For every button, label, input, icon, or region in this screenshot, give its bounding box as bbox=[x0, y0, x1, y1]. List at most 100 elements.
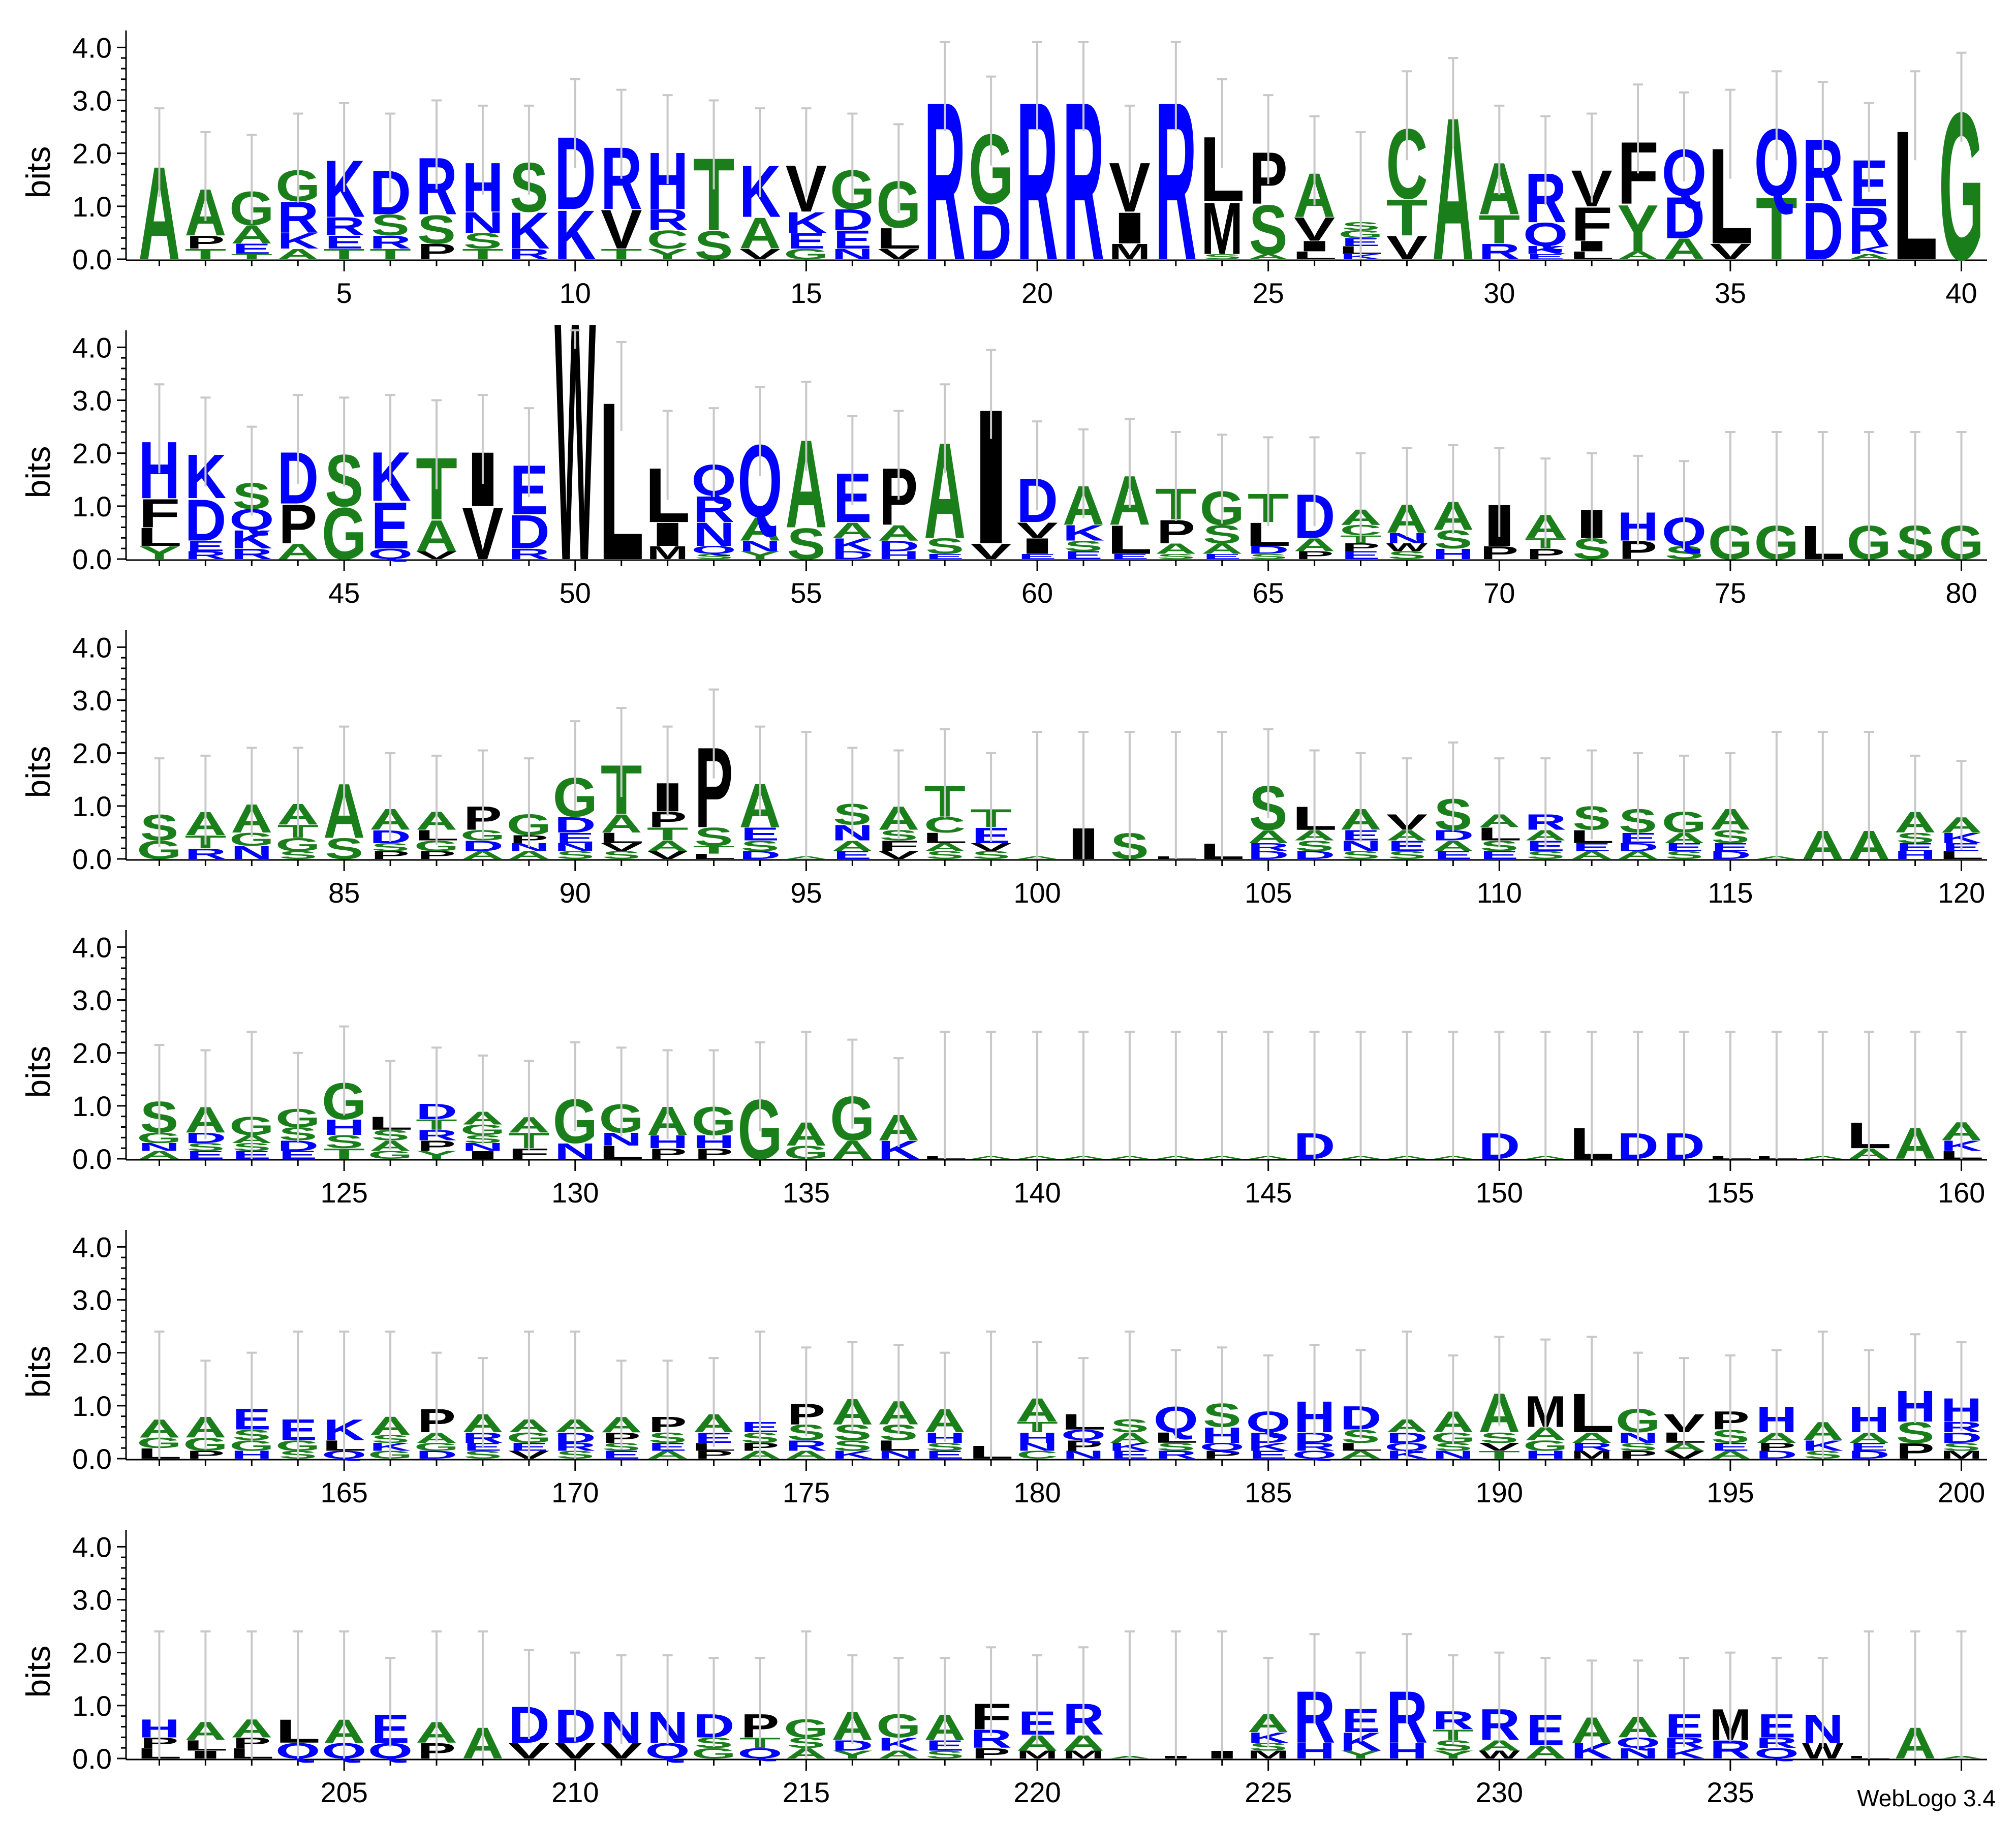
logo-stack-81: GS bbox=[137, 757, 182, 865]
y-tick-label: 0.0 bbox=[72, 543, 112, 575]
logo-stack-139: A bbox=[970, 1031, 1012, 1160]
logo-letter: A bbox=[785, 1449, 827, 1461]
logo-letter: S bbox=[1342, 849, 1380, 861]
logo-stack-29: A bbox=[1432, 57, 1474, 303]
logo-stack-132: PHA bbox=[647, 1049, 689, 1162]
x-tick-label: 170 bbox=[551, 1476, 599, 1508]
logo-letter: E bbox=[186, 1149, 225, 1161]
logo-stack-217: AKG bbox=[876, 1657, 921, 1761]
logo-letter: D bbox=[831, 204, 873, 237]
logo-letter: E bbox=[1064, 549, 1103, 562]
x-tick-label: 130 bbox=[551, 1177, 599, 1209]
x-tick-label: 10 bbox=[560, 277, 591, 309]
logo-letter: K bbox=[231, 525, 272, 554]
logo-letter: S bbox=[1249, 190, 1288, 269]
logo-stack-145: A bbox=[1248, 1031, 1289, 1160]
logo-letter: Q bbox=[368, 546, 413, 563]
logo-stack-25: ASP bbox=[1248, 94, 1289, 269]
y-tick-label: 1.0 bbox=[72, 1390, 112, 1422]
logo-letter: L bbox=[1569, 249, 1614, 261]
y-tick-label: 2.0 bbox=[72, 438, 112, 470]
logo-letter: L bbox=[876, 222, 921, 255]
y-tick-label: 3.0 bbox=[72, 1284, 112, 1316]
logo-letter: N bbox=[554, 1139, 596, 1164]
logo-letter: S bbox=[833, 1437, 872, 1454]
logo-letter: V bbox=[601, 198, 642, 260]
logo-letter: S bbox=[1295, 838, 1334, 854]
logo-letter: A bbox=[277, 539, 319, 564]
logo-letter: I bbox=[1294, 238, 1335, 255]
logo-letter: R bbox=[785, 1437, 827, 1454]
logo-stack-141: A bbox=[1063, 1031, 1104, 1160]
logo-letter: H bbox=[323, 1115, 365, 1140]
logo-letter: S bbox=[1203, 253, 1242, 261]
y-axis-label: bits bbox=[19, 1646, 57, 1698]
logo-letter: P bbox=[972, 1745, 1010, 1762]
logo-letter: L bbox=[691, 852, 736, 860]
logo-letter: Y bbox=[647, 246, 688, 262]
logo-stack-20: R bbox=[1016, 41, 1058, 307]
logo-letter: N bbox=[1016, 1441, 1058, 1453]
logo-stack-155: L bbox=[1708, 1031, 1753, 1160]
logo-letter: P bbox=[1526, 546, 1565, 563]
logo-stack-223: I bbox=[1155, 1630, 1196, 1760]
logo-stack-9: RKS bbox=[508, 104, 550, 263]
logo-letter: P bbox=[1896, 1439, 1935, 1464]
logo-letter: R bbox=[508, 546, 550, 563]
logo-stack-228: HR bbox=[1386, 1633, 1428, 1764]
logo-letter: P bbox=[1757, 1441, 1796, 1453]
logo-letter: L bbox=[1292, 249, 1337, 261]
logo-letter: G bbox=[1523, 1437, 1568, 1454]
logo-letter: E bbox=[186, 538, 225, 554]
logo-letter: V bbox=[970, 539, 1011, 564]
logo-letter: D bbox=[1248, 849, 1289, 861]
logo-letter: A bbox=[831, 518, 873, 543]
logo-letter: A bbox=[878, 521, 919, 546]
logo-letter: K bbox=[785, 206, 827, 239]
logo-letter: M bbox=[1571, 1448, 1612, 1461]
y-tick-label: 4.0 bbox=[72, 631, 112, 663]
logo-letter: M bbox=[1248, 1748, 1289, 1761]
logo-letter: S bbox=[925, 534, 964, 559]
logo-letter: H bbox=[1386, 1739, 1428, 1764]
logo-stack-231: AE bbox=[1525, 1657, 1566, 1763]
logo-letter: D bbox=[1294, 849, 1336, 861]
x-tick-label: 5 bbox=[336, 277, 352, 309]
logo-letter: L bbox=[599, 1142, 644, 1163]
x-tick-label: 70 bbox=[1483, 577, 1515, 609]
logo-letter: H bbox=[1895, 849, 1936, 861]
logo-letter: E bbox=[1434, 849, 1472, 861]
logo-letter: R bbox=[508, 246, 550, 263]
x-tick-label: 50 bbox=[560, 577, 591, 609]
logo-stack-131: LNG bbox=[599, 1046, 644, 1163]
logo-stack-206: QE bbox=[368, 1657, 413, 1764]
logo-stack-232: KA bbox=[1571, 1659, 1612, 1764]
logo-stack-179: L bbox=[968, 1331, 1014, 1463]
logo-letter: Q bbox=[1523, 216, 1568, 253]
logo-stack-159: A bbox=[1895, 1031, 1936, 1168]
logo-stack-128: INSGA bbox=[460, 1054, 505, 1161]
x-tick-label: 125 bbox=[320, 1177, 367, 1209]
logo-letter: A bbox=[1294, 535, 1336, 555]
logo-stack-158: AL bbox=[1846, 1031, 1891, 1162]
logo-letter: V bbox=[970, 841, 1011, 853]
logo-letter: A bbox=[416, 511, 457, 561]
